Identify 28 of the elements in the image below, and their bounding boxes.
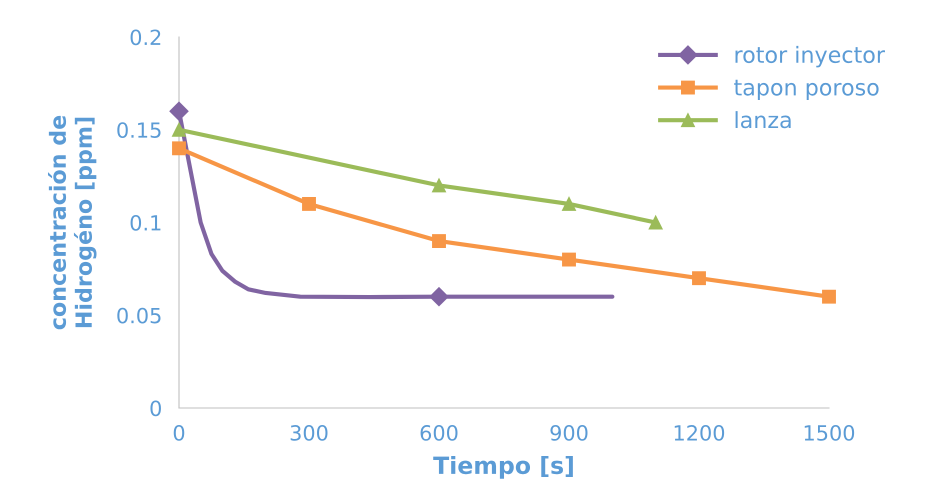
x-tick-label: 900 bbox=[550, 425, 588, 441]
point bbox=[562, 252, 576, 267]
y-axis-title: concentración de Hidrogéno [ppm] bbox=[48, 116, 96, 330]
y-tick-label: 0.15 bbox=[117, 122, 161, 138]
x-tick-label: 1200 bbox=[674, 425, 724, 441]
point bbox=[432, 234, 446, 248]
legend-label: lanza bbox=[736, 111, 791, 128]
y-tick-label: 0.2 bbox=[130, 29, 160, 46]
y-tick-label: 0.05 bbox=[117, 308, 161, 324]
point bbox=[302, 197, 316, 211]
point bbox=[169, 102, 189, 121]
y-tick-label: 0.1 bbox=[130, 214, 160, 231]
point bbox=[692, 271, 706, 286]
x-tick-label: 1500 bbox=[804, 425, 854, 441]
y-tick-label: 0 bbox=[150, 400, 161, 416]
point bbox=[822, 290, 836, 304]
legend-label: rotor inyector bbox=[736, 46, 885, 68]
point bbox=[172, 141, 186, 156]
point bbox=[562, 197, 576, 211]
legend-label: tapon poroso bbox=[734, 80, 879, 100]
point bbox=[648, 216, 663, 230]
point bbox=[172, 122, 186, 137]
x-tick-label: 300 bbox=[290, 425, 328, 441]
point bbox=[432, 178, 446, 192]
x-tick-label: 600 bbox=[420, 425, 458, 441]
x-tick-label: 0 bbox=[174, 425, 184, 441]
x-axis-title: Tiempo [s] bbox=[433, 456, 573, 479]
point bbox=[429, 287, 449, 306]
